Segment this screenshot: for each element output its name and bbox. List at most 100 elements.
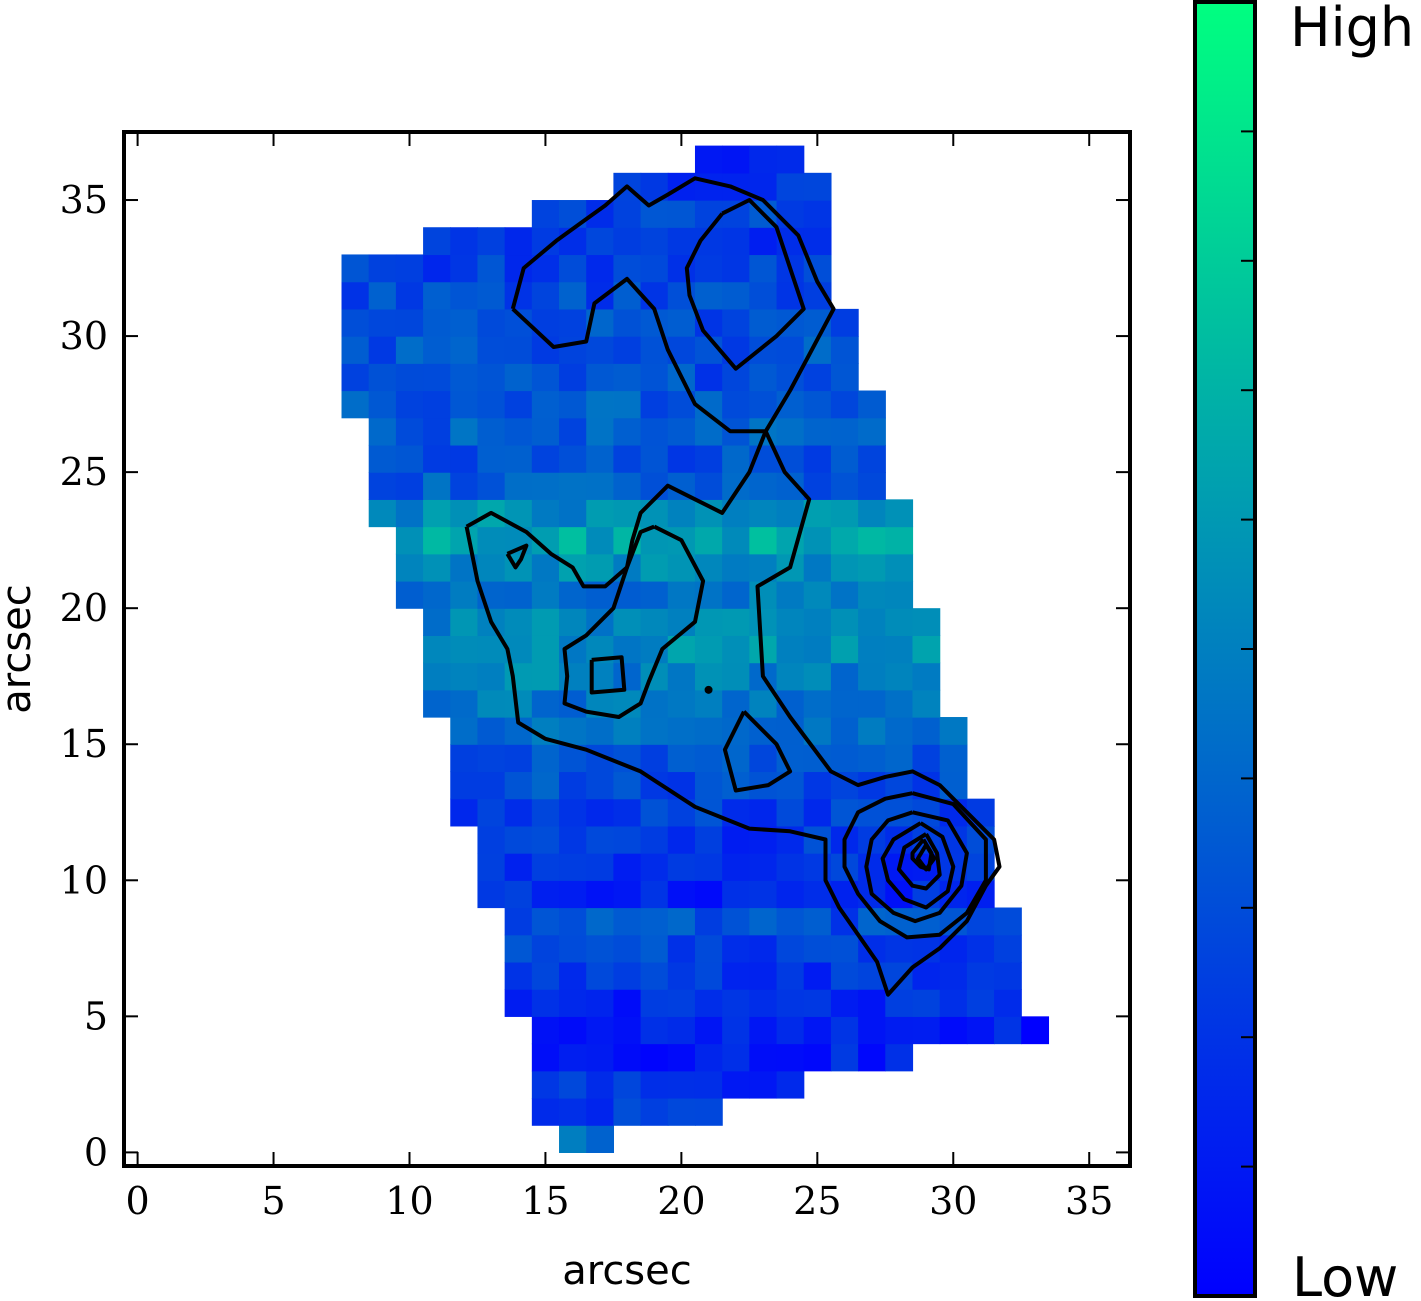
heatmap-cell — [531, 798, 560, 827]
heatmap-cell — [504, 989, 533, 1017]
heatmap-cell — [450, 363, 479, 392]
heatmap-cell — [830, 635, 859, 664]
heatmap-cell — [613, 798, 642, 827]
heatmap-cell — [667, 880, 696, 909]
heatmap-cell — [640, 1097, 669, 1126]
heatmap-cell — [395, 363, 424, 392]
heatmap-cell — [749, 608, 778, 636]
heatmap-cell — [395, 336, 424, 364]
heatmap-cell — [994, 1016, 1022, 1045]
x-tick-label: 5 — [261, 1179, 285, 1223]
heatmap-cell — [776, 744, 805, 773]
heatmap-cell — [885, 608, 914, 636]
heatmap-cell — [803, 200, 832, 228]
heatmap-cell — [613, 880, 642, 909]
heatmap-cell — [749, 281, 778, 310]
heatmap-cell — [450, 526, 479, 555]
heatmap-cell — [504, 771, 533, 800]
heatmap-cell — [694, 1070, 723, 1099]
heatmap-cell — [613, 1097, 642, 1126]
heatmap-cell — [531, 934, 560, 963]
colorbar-low-label: Low — [1292, 1246, 1398, 1301]
heatmap-cell — [722, 390, 750, 419]
heatmap-cell — [450, 390, 479, 419]
heatmap-cell — [504, 580, 533, 609]
heatmap-cell — [830, 989, 859, 1017]
contour-south-ring-2 — [864, 810, 969, 924]
heatmap-cell — [994, 934, 1022, 963]
heatmap-cell — [722, 825, 750, 854]
heatmap-cell — [830, 662, 859, 691]
heatmap-cell — [667, 200, 696, 228]
heatmap-cell — [613, 390, 642, 419]
x-tick-label: 20 — [657, 1179, 705, 1223]
heatmap-cell — [423, 254, 451, 283]
heatmap-cell — [368, 281, 397, 310]
heatmap-cell — [939, 961, 968, 990]
heatmap-cell — [613, 608, 642, 636]
heatmap-cell — [640, 989, 669, 1017]
heatmap-cell — [994, 989, 1022, 1017]
x-tick-label: 0 — [126, 1179, 150, 1223]
heatmap-cell — [912, 1016, 941, 1045]
heatmap-cell — [885, 499, 914, 528]
heatmap-cell — [368, 254, 397, 283]
y-tick-label: 0 — [84, 1130, 108, 1174]
heatmap-cell — [423, 363, 451, 392]
x-tick-label: 30 — [929, 1179, 977, 1223]
heatmap-cell — [858, 580, 886, 609]
heatmap-cell — [939, 744, 968, 773]
heatmap-cell — [830, 336, 859, 364]
heatmap-cell — [667, 444, 696, 473]
heatmap-cell — [830, 744, 859, 773]
heatmap-cell — [776, 1016, 805, 1045]
heatmap-cell — [450, 472, 479, 500]
heatmap-cell — [450, 608, 479, 636]
heatmap-cell — [722, 989, 750, 1017]
heatmap-cell — [694, 281, 723, 310]
contour-north-outer — [510, 176, 836, 434]
heatmap-cell — [694, 880, 723, 909]
heatmap-cell — [531, 1016, 560, 1045]
heatmap-cell — [640, 254, 669, 283]
heatmap-cell — [776, 961, 805, 990]
heatmap-cell — [586, 363, 615, 392]
heatmap-cell — [559, 880, 587, 909]
heatmap-cell — [803, 608, 832, 636]
heatmap-cell — [559, 417, 587, 446]
heatmap-cell — [586, 444, 615, 473]
heatmap-cell — [722, 934, 750, 963]
heatmap-cell — [368, 390, 397, 419]
heatmap-cell — [368, 363, 397, 392]
heatmap-cell — [423, 499, 451, 528]
heatmap-cell — [749, 853, 778, 881]
heatmap-cell — [858, 798, 886, 827]
heatmap-cell — [395, 254, 424, 283]
heatmap-cell — [586, 254, 615, 283]
heatmap-cell — [885, 961, 914, 990]
heatmap-cell — [694, 254, 723, 283]
heatmap-cell — [912, 744, 941, 773]
heatmap-cell — [858, 608, 886, 636]
heatmap-cell — [477, 553, 506, 582]
heatmap-cell — [776, 798, 805, 827]
heatmap-cell — [613, 1016, 642, 1045]
heatmap-cell — [504, 853, 533, 881]
colorbar: High Low — [1193, 0, 1414, 1301]
heatmap-cell — [667, 744, 696, 773]
heatmap-cell — [559, 961, 587, 990]
heatmap-cell — [966, 853, 995, 881]
heatmap-cell — [477, 880, 506, 909]
heatmap-cell — [477, 363, 506, 392]
heatmap-cell — [858, 662, 886, 691]
heatmap-cell — [939, 771, 968, 800]
heatmap-cell — [640, 580, 669, 609]
heatmap-cell — [776, 635, 805, 664]
heatmap-cell — [749, 1070, 778, 1099]
heatmap-cell — [559, 907, 587, 936]
heatmap-cell — [477, 227, 506, 256]
heatmap-cell — [694, 145, 723, 174]
heatmap-cell — [694, 934, 723, 963]
heatmap-cell — [694, 825, 723, 854]
heatmap-cell — [749, 363, 778, 392]
